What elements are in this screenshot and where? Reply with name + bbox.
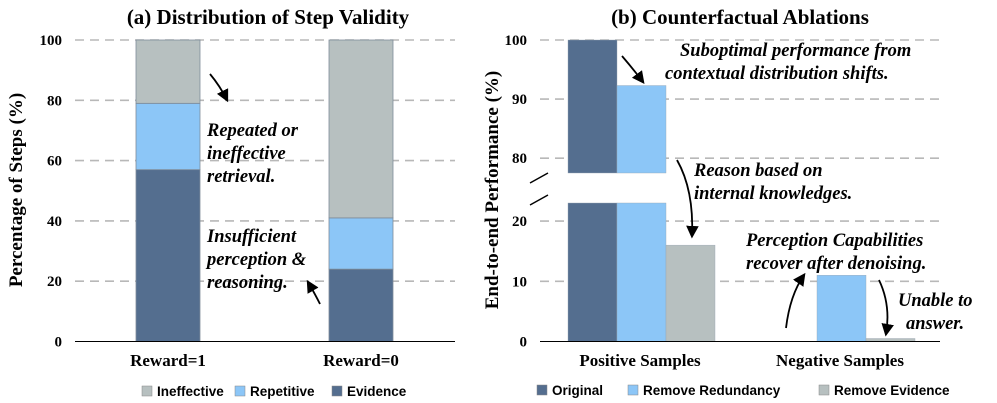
- y-tick-label: 100: [40, 33, 63, 49]
- panel-b-title: (b) Counterfactual Ablations: [611, 5, 869, 29]
- legend-swatch-repetitive: [234, 385, 246, 397]
- panel-a-legend: Ineffective Repetitive Evidence: [141, 384, 407, 399]
- annotation-line: recover after denoising.: [746, 254, 926, 274]
- panel-b-y-ticks: 80 90 100 0 10 20: [505, 33, 528, 351]
- annotation-arrow: [621, 55, 645, 85]
- panel-a-category-label: Reward=1: [130, 351, 206, 370]
- y-tick-label: 80: [512, 151, 527, 167]
- annotation-line: Reason based on: [693, 161, 823, 181]
- annotation-arrow: [209, 73, 229, 103]
- legend-label-evidence: Evidence: [347, 384, 407, 399]
- bar-evidence-reward-1: [135, 169, 201, 342]
- legend-label-remove-evidence: Remove Evidence: [834, 383, 950, 398]
- panel-b-annotation-suboptimal: Suboptimal performance from contextual d…: [621, 41, 911, 85]
- y-tick-label: 100: [505, 33, 528, 49]
- bar-remove-redundancy-positive-samples: [616, 202, 667, 342]
- annotation-line: internal knowledges.: [694, 184, 852, 204]
- panel-a-annotation-perception: Insufficient perception & reasoning.: [205, 227, 321, 305]
- bar-evidence-reward-0: [328, 268, 394, 342]
- annotation-line: retrieval.: [207, 167, 275, 187]
- panel-a-y-ticks: 0 20 40 60 80 100: [40, 33, 63, 351]
- bar-remove-redundancy-negative-samples: [816, 275, 867, 342]
- y-tick-label: 90: [512, 92, 527, 108]
- panel-a: (a) Distribution of Step Validity Percen…: [6, 5, 455, 399]
- y-tick-label: 80: [47, 93, 62, 109]
- annotation-arrow: [785, 272, 806, 329]
- y-tick-label: 10: [512, 274, 527, 290]
- annotation-line: perception &: [205, 250, 307, 270]
- annotation-line: Suboptimal performance from: [680, 41, 911, 61]
- panel-a-category-label: Reward=0: [323, 351, 399, 370]
- annotation-line: Perception Capabilities: [745, 231, 923, 251]
- bar-original-positive-samples: [567, 39, 618, 174]
- annotation-arrow: [676, 159, 699, 239]
- y-tick-label: 20: [47, 274, 62, 290]
- legend-label-repetitive: Repetitive: [250, 384, 315, 399]
- y-tick-label: 0: [520, 335, 528, 351]
- legend-swatch-remove-evidence: [818, 384, 830, 396]
- y-tick-label: 20: [512, 214, 527, 230]
- y-tick-label: 60: [47, 154, 62, 170]
- panel-b-legend: Original Remove Redundancy Remove Eviden…: [536, 383, 950, 398]
- annotation-line: ineffective: [207, 144, 286, 164]
- y-tick-label: 0: [55, 335, 63, 351]
- panel-b-y-axis-label: End-to-end Performance (%): [482, 71, 503, 310]
- panel-a-y-axis-label: Percentage of Steps (%): [6, 93, 27, 287]
- panel-b-annotation-internal: Reason based on internal knowledges.: [676, 159, 852, 239]
- panel-a-annotation-retrieval: Repeated or ineffective retrieval.: [206, 73, 299, 187]
- panel-a-bars: [135, 39, 394, 342]
- panel-b: (b) Counterfactual Ablations End-to-end …: [482, 5, 973, 398]
- legend-swatch-remove-redundancy: [627, 384, 639, 396]
- annotation-line: Repeated or: [206, 121, 299, 141]
- bar-repetitive-reward-1: [135, 102, 201, 171]
- panel-b-bars: [567, 39, 916, 342]
- legend-label-remove-redundancy: Remove Redundancy: [643, 383, 781, 398]
- legend-swatch-evidence: [331, 385, 343, 397]
- y-tick-label: 40: [47, 214, 62, 230]
- bar-original-positive-samples: [567, 202, 618, 342]
- bar-remove-redundancy-positive-samples: [616, 85, 667, 174]
- bar-repetitive-reward-0: [328, 217, 394, 270]
- axis-break-mark: [529, 172, 549, 184]
- legend-swatch-original: [536, 384, 548, 396]
- annotation-line: Insufficient: [206, 227, 297, 247]
- annotation-line: reasoning.: [207, 273, 288, 293]
- panel-b-category-label: Positive Samples: [579, 351, 701, 370]
- annotation-line: Unable to: [898, 291, 973, 311]
- annotation-line: answer.: [906, 314, 964, 334]
- panel-b-annotation-perception: Perception Capabilities recover after de…: [745, 231, 926, 329]
- bar-ineffective-reward-0: [328, 39, 394, 219]
- legend-label-ineffective: Ineffective: [157, 384, 224, 399]
- legend-label-original: Original: [552, 383, 603, 398]
- panel-b-annotation-unable: Unable to answer.: [878, 279, 973, 337]
- bar-ineffective-reward-1: [135, 39, 201, 104]
- panel-b-category-label: Negative Samples: [776, 351, 904, 370]
- axis-break-mark: [529, 194, 549, 206]
- annotation-line: contextual distribution shifts.: [665, 64, 889, 84]
- annotation-arrow: [878, 279, 894, 337]
- legend-swatch-ineffective: [141, 385, 153, 397]
- annotation-arrow: [306, 279, 321, 305]
- bar-remove-evidence-positive-samples: [665, 244, 716, 342]
- panel-a-title: (a) Distribution of Step Validity: [127, 5, 410, 29]
